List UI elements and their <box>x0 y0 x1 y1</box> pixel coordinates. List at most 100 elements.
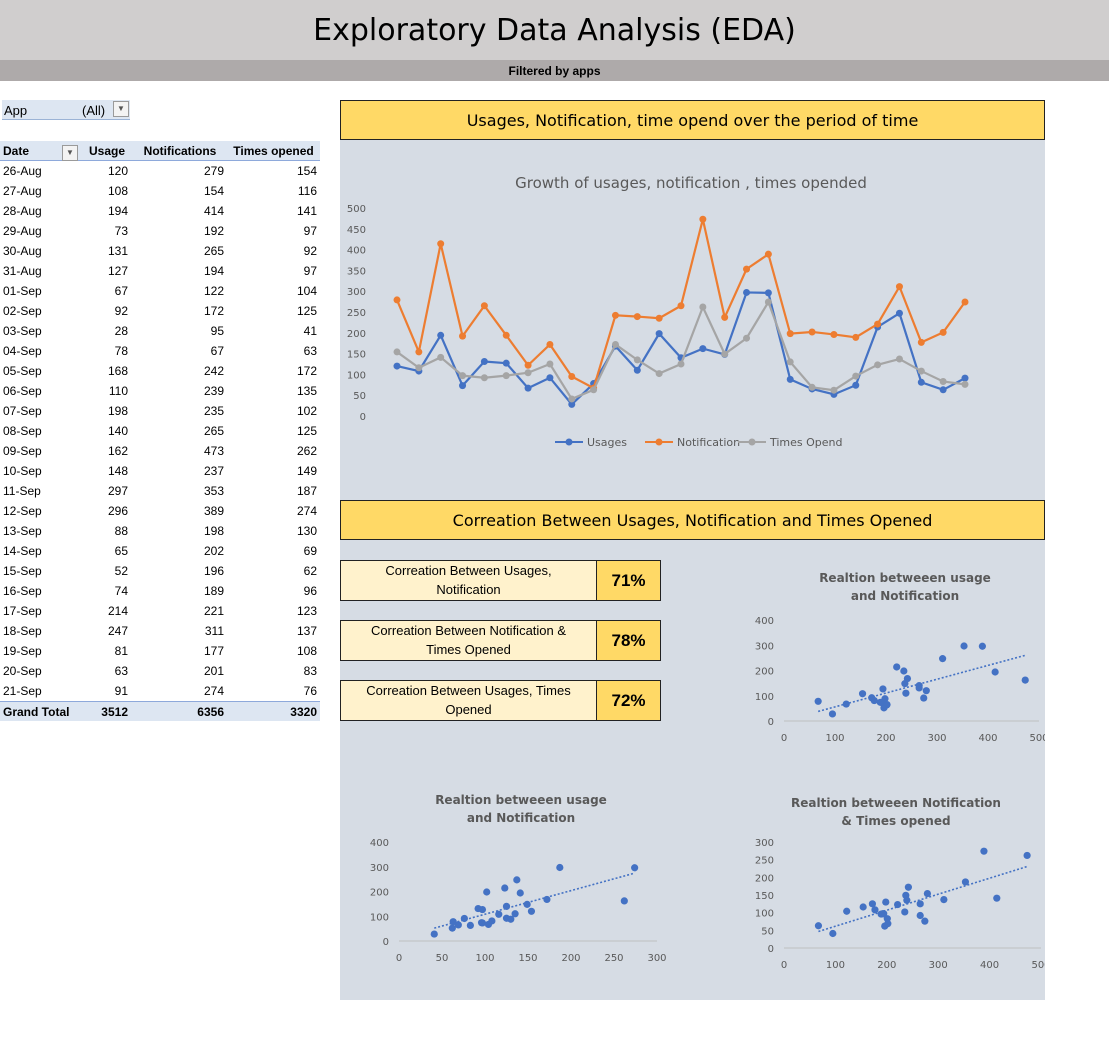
pivot-cell-date: 29-Aug <box>3 224 42 238</box>
corr-section-header-text: Correation Between Usages, Notification … <box>452 510 933 530</box>
grand-total-times-opened: 3320 <box>290 704 317 719</box>
pivot-cell-notifications: 279 <box>203 164 224 178</box>
data-point <box>874 320 882 328</box>
data-point <box>961 298 969 306</box>
y-tick-label: 100 <box>347 370 366 381</box>
scatter-point <box>502 902 511 910</box>
pivot-cell-usage: 65 <box>114 544 128 558</box>
pivot-cell-notifications: 177 <box>203 644 224 658</box>
data-point <box>852 372 860 380</box>
y-tick-label: 500 <box>347 204 366 215</box>
scatter-point <box>523 900 531 908</box>
series-line-times-opend <box>396 299 966 401</box>
pivot-header-date-label: Date <box>3 143 30 158</box>
pivot-row: 03-Sep 28 95 41 <box>0 321 320 341</box>
x-tick-label: 250 <box>604 953 623 964</box>
legend-marker <box>565 438 573 446</box>
scatter-point <box>978 642 986 650</box>
pivot-cell-notifications: 237 <box>203 464 224 478</box>
scatter-point <box>449 918 457 926</box>
data-point <box>721 313 729 321</box>
title-bar: Exploratory Data Analysis (EDA) <box>0 0 1109 60</box>
data-point <box>917 367 925 375</box>
data-point <box>393 362 401 370</box>
data-point <box>764 298 772 306</box>
scatter-point <box>814 697 822 705</box>
y-tick-label: 300 <box>755 838 774 849</box>
app-filter[interactable]: App (All) ▼ <box>2 100 130 120</box>
data-point <box>415 348 423 356</box>
data-point <box>830 386 838 394</box>
scatter-point <box>868 900 877 908</box>
pivot-cell-times-opened: 69 <box>303 544 317 558</box>
legend-marker <box>655 438 663 446</box>
pivot-cell-usage: 52 <box>114 564 128 578</box>
y-tick-label: 300 <box>347 287 366 298</box>
pivot-row: 04-Sep 78 67 63 <box>0 341 320 361</box>
scatter-point <box>916 900 924 908</box>
data-point <box>502 331 510 339</box>
scatter-point <box>871 906 879 914</box>
y-tick-label: 150 <box>347 350 366 361</box>
scatter-point <box>516 889 524 897</box>
corr-section-header: Correation Between Usages, Notification … <box>340 500 1045 540</box>
y-tick-label: 250 <box>347 308 366 319</box>
pivot-cell-times-opened: 62 <box>303 564 317 578</box>
scatter-point <box>881 922 889 930</box>
pivot-cell-times-opened: 141 <box>296 204 317 218</box>
pivot-cell-notifications: 239 <box>203 384 224 398</box>
pivot-row: 19-Sep 81 177 108 <box>0 641 320 661</box>
pivot-cell-date: 18-Sep <box>3 624 42 638</box>
y-tick-label: 200 <box>755 873 774 884</box>
x-tick-label: 500 <box>1031 960 1045 971</box>
pivot-cell-notifications: 473 <box>203 444 224 458</box>
pivot-cell-times-opened: 102 <box>296 404 317 418</box>
data-point <box>524 384 532 392</box>
corr-value: 72% <box>597 681 660 720</box>
pivot-cell-date: 05-Sep <box>3 364 42 378</box>
pivot-row: 11-Sep 297 353 187 <box>0 481 320 501</box>
y-tick-label: 50 <box>761 926 774 937</box>
line-chart-title: Growth of usages, notification , times o… <box>515 174 867 192</box>
pivot-row: 15-Sep 52 196 62 <box>0 561 320 581</box>
pivot-cell-times-opened: 125 <box>296 304 317 318</box>
scatter-point <box>477 919 486 927</box>
pivot-cell-times-opened: 172 <box>296 364 317 378</box>
pivot-cell-date: 03-Sep <box>3 324 42 338</box>
data-point <box>699 215 707 223</box>
data-point <box>764 289 772 297</box>
x-tick-label: 50 <box>436 953 449 964</box>
scatter-title-line2: and Notification <box>851 589 959 603</box>
data-point <box>415 364 423 372</box>
y-tick-label: 400 <box>370 838 389 849</box>
x-tick-label: 150 <box>518 953 537 964</box>
pivot-row: 17-Sep 214 221 123 <box>0 601 320 621</box>
pivot-row: 20-Sep 63 201 83 <box>0 661 320 681</box>
corr-value: 71% <box>597 561 660 600</box>
date-filter-dropdown-icon[interactable]: ▼ <box>62 144 78 161</box>
scatter-point <box>923 889 932 898</box>
pivot-cell-notifications: 122 <box>203 284 224 298</box>
x-tick-label: 300 <box>647 953 666 964</box>
data-point <box>459 372 467 380</box>
pivot-cell-usage: 214 <box>107 604 128 618</box>
x-tick-label: 300 <box>929 960 948 971</box>
pivot-cell-times-opened: 92 <box>303 244 317 258</box>
app-filter-dropdown-icon[interactable]: ▼ <box>113 101 129 117</box>
scatter-point <box>920 694 928 702</box>
scatter-point <box>814 922 823 930</box>
pivot-cell-notifications: 189 <box>203 584 224 598</box>
pivot-cell-date: 20-Sep <box>3 664 42 678</box>
pivot-cell-date: 09-Sep <box>3 444 42 458</box>
pivot-row: 27-Aug 108 154 116 <box>0 181 320 201</box>
data-point <box>874 361 882 369</box>
x-tick-label: 300 <box>927 733 946 744</box>
trendline <box>434 872 635 929</box>
pivot-header-times-opened: Times opened <box>233 143 314 158</box>
pivot-row: 21-Sep 91 274 76 <box>0 681 320 701</box>
pivot-row: 26-Aug 120 279 154 <box>0 161 320 181</box>
y-tick-label: 0 <box>768 717 774 728</box>
scatter-point <box>916 911 924 920</box>
data-point <box>611 311 619 319</box>
pivot-cell-times-opened: 41 <box>303 324 317 338</box>
